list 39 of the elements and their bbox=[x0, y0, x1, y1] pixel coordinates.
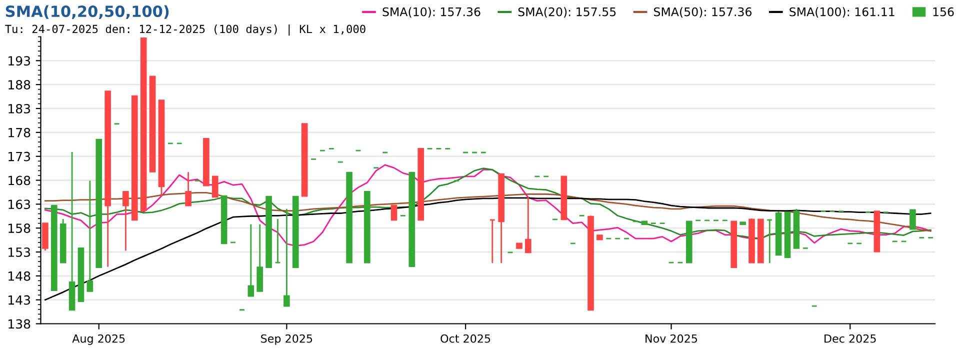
y-tick-label: 193 bbox=[8, 56, 30, 66]
x-tick-label: Nov 2025 bbox=[646, 334, 698, 343]
candlestick bbox=[766, 219, 773, 264]
chart-subtitle: Tu: 24-07-2025 den: 12-12-2025 (100 days) | KL x 1,000 bbox=[5, 24, 366, 36]
y-tick-label: 138 bbox=[8, 319, 30, 329]
y-tick-label: 183 bbox=[8, 104, 30, 114]
legend-label: SMA(10): 157.36 bbox=[382, 7, 480, 18]
x-tick-label: Oct 2025 bbox=[440, 334, 490, 343]
candlestick bbox=[248, 224, 254, 297]
legend-label: SMA(50): 157.36 bbox=[654, 7, 752, 18]
legend-label: 156 bbox=[933, 7, 954, 16]
line-series bbox=[44, 197, 932, 301]
y-tick-label: 188 bbox=[8, 80, 30, 90]
y-tick-label: 163 bbox=[8, 200, 30, 210]
y-tick-label: 178 bbox=[8, 128, 30, 138]
candlestick bbox=[86, 180, 94, 292]
candlestick bbox=[284, 208, 290, 307]
y-tick-label: 143 bbox=[8, 295, 30, 305]
candlestick bbox=[212, 176, 218, 198]
y-tick-label: 158 bbox=[8, 224, 30, 234]
x-tick-label: Aug 2025 bbox=[72, 334, 125, 345]
legend-label: SMA(20): 157.55 bbox=[518, 7, 616, 18]
x-tick-label: Dec 2025 bbox=[824, 334, 876, 343]
legend-label: SMA(100): 161.11 bbox=[790, 7, 894, 18]
candlestick bbox=[122, 191, 129, 252]
y-tick-label: 173 bbox=[8, 152, 30, 162]
candlestick bbox=[525, 196, 532, 254]
y-tick-label: 148 bbox=[8, 271, 30, 281]
chart-title: SMA(10,20,50,100) bbox=[6, 5, 169, 20]
y-tick-label: 168 bbox=[8, 176, 30, 186]
candlestick bbox=[185, 171, 192, 206]
x-tick-label: Sep 2025 bbox=[261, 334, 312, 345]
candlestick bbox=[489, 219, 496, 264]
candlestick bbox=[910, 209, 916, 230]
candlestick bbox=[274, 218, 281, 264]
candlestick bbox=[256, 224, 264, 292]
y-tick-label: 153 bbox=[8, 247, 30, 257]
line-series bbox=[44, 192, 932, 232]
candlestick bbox=[390, 204, 398, 221]
